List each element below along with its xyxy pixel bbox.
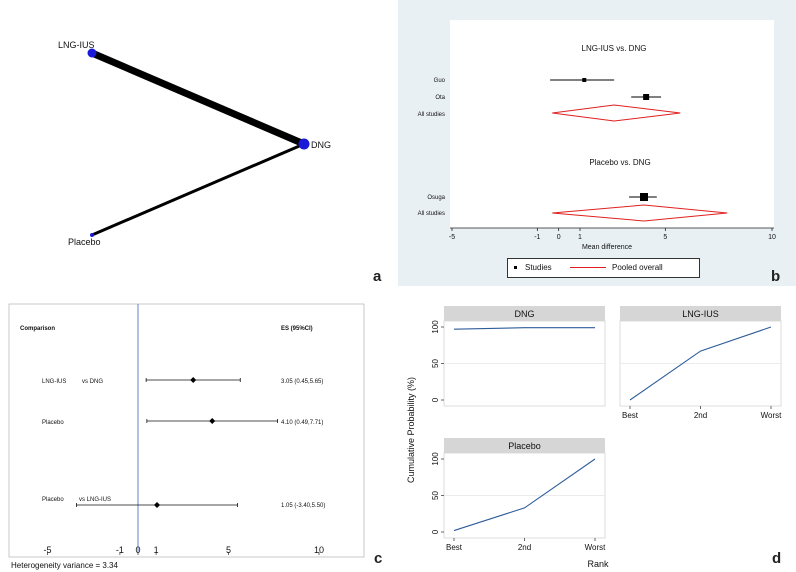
header-comparison: Comparison <box>20 326 55 332</box>
x-tick-label: Worst <box>585 543 607 552</box>
y-tick-label: 0 <box>431 529 440 534</box>
heterogeneity-footer: Heterogeneity variance = 3.34 <box>11 561 119 570</box>
x-tick-label: 10 <box>314 545 324 555</box>
x-tick-label: 1 <box>578 234 582 241</box>
pairwise-forest-plot: LNG-IUS vs. DNG Placebo vs. DNG Guo Ota … <box>418 20 776 251</box>
x-tick-label: 1 <box>154 545 159 555</box>
x-tick-label: 0 <box>557 234 561 241</box>
node-lngius <box>87 48 97 58</box>
legend: Studies Pooled overall <box>507 258 700 278</box>
row1-es: 3.05 (0.45,5.65) <box>281 379 323 385</box>
nma-forest-panel: Comparison ES (95%CI) LNG-IUS vs DNG 3.0… <box>0 286 398 572</box>
row2-label1: Placebo <box>42 420 64 426</box>
panel-label-d: d <box>772 550 782 567</box>
x-tick-label: 2nd <box>694 411 707 420</box>
x-tick-label: -5 <box>449 234 455 241</box>
network-plot-panel: LNG-IUS DNG Placebo a <box>0 0 398 286</box>
nma-forest-plot: Comparison ES (95%CI) LNG-IUS vs DNG 3.0… <box>8 303 365 570</box>
subplot-title: LNG-IUS <box>682 309 719 319</box>
es-point <box>154 502 161 508</box>
y-tick-label: 50 <box>431 491 440 500</box>
pooled-diamond <box>552 104 681 122</box>
study-label-guo: Guo <box>434 78 446 84</box>
node-label-lngius: LNG-IUS <box>58 40 95 50</box>
y-axis-title: Cumulative Probability (%) <box>406 377 416 483</box>
x-axis-title: Mean difference <box>582 244 632 251</box>
x-tick-label: -1 <box>534 234 540 241</box>
x-tick-label: Best <box>446 543 463 552</box>
group-title-1: LNG-IUS vs. DNG <box>582 44 647 53</box>
series-line <box>453 458 596 532</box>
study-point <box>582 78 587 82</box>
panel-label-c: c <box>374 550 383 567</box>
node-placebo <box>90 233 94 237</box>
row3-label1: Placebo <box>42 497 64 503</box>
frame <box>8 303 365 558</box>
x-tick-label: 10 <box>768 234 776 241</box>
panel-label-a: a <box>373 268 382 285</box>
series-line <box>629 326 772 401</box>
header-es: ES (95%CI) <box>281 326 313 332</box>
panel-label-b: b <box>771 268 781 285</box>
rankogram-panel: Cumulative Probability (%) Rank DNG 0 50 10… <box>398 286 796 572</box>
subplot-header <box>444 438 605 453</box>
node-dng <box>298 138 310 150</box>
row1-label2: vs DNG <box>82 379 103 385</box>
x-tick-label: -1 <box>116 545 124 555</box>
node-label-dng: DNG <box>311 140 331 150</box>
y-tick-label: 50 <box>431 359 440 368</box>
edge-placebo-dng <box>91 142 305 237</box>
legend-pooled-label: Pooled overall <box>612 263 663 272</box>
subplot-header <box>444 306 605 321</box>
edge-lngius-dng <box>90 49 306 148</box>
legend-studies-label: Studies <box>525 263 552 272</box>
x-tick-label: Best <box>622 411 639 420</box>
y-tick-label: 100 <box>431 452 440 466</box>
subplot-title: Placebo <box>508 441 541 451</box>
group-title-2: Placebo vs. DNG <box>589 158 650 167</box>
pooled-diamond <box>552 204 728 222</box>
pairwise-forest-panel: LNG-IUS vs. DNG Placebo vs. DNG Guo Ota … <box>398 0 796 286</box>
y-tick-label: 0 <box>431 397 440 402</box>
row2-es: 4.10 (0.49,7.71) <box>281 420 323 426</box>
x-tick-label: Worst <box>761 411 783 420</box>
x-tick-label: 5 <box>663 234 667 241</box>
legend-studies-marker <box>514 266 517 269</box>
row1-label1: LNG-IUS <box>42 379 66 385</box>
y-tick-label: 100 <box>431 320 440 334</box>
network-plot: LNG-IUS DNG Placebo <box>58 40 331 247</box>
x-tick-label: 0 <box>135 545 140 555</box>
row3-es: 1.05 (-3.40,5.50) <box>281 503 325 509</box>
x-tick-label: 2nd <box>518 543 531 552</box>
subplot-title: DNG <box>515 309 535 319</box>
study-label-ota: Ota <box>435 95 445 101</box>
pooled-label-1: All studies <box>418 112 445 118</box>
pooled-label-2: All studies <box>418 211 445 217</box>
x-tick-label: -5 <box>43 545 51 555</box>
legend-pooled-line <box>570 267 606 268</box>
row3-label2: vs LNG-IUS <box>79 497 111 503</box>
plot-region <box>450 20 774 228</box>
series-line <box>453 327 595 330</box>
es-point <box>209 418 216 424</box>
node-label-placebo: Placebo <box>68 237 101 247</box>
subplot-header <box>620 306 781 321</box>
es-point <box>190 377 197 383</box>
x-axis-title: Rank <box>587 559 609 569</box>
x-tick-label: 5 <box>226 545 231 555</box>
rankogram-plots: Cumulative Probability (%) Rank DNG 0 50 10… <box>406 306 783 569</box>
study-label-osuga: Osuga <box>427 195 445 201</box>
study-point <box>640 193 648 201</box>
study-point <box>643 94 650 100</box>
